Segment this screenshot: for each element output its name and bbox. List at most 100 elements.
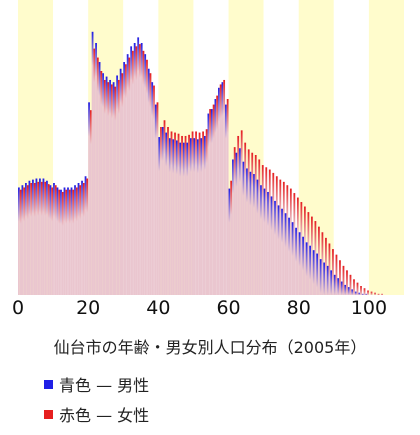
age-11 [56,187,61,295]
bar-male-67 [253,174,255,295]
age-101 [374,292,376,295]
age-20 [88,102,92,295]
legend-item-female: 赤色 — 女性 [44,402,149,426]
age-99 [365,290,369,295]
bar-male-29 [119,68,122,295]
bar-female-82 [307,212,310,295]
bar-cap-female-39 [156,102,159,137]
bar-cap-male-42 [165,132,168,167]
bar-male-77 [288,217,290,295]
age-12 [60,189,64,295]
bar-cap-male-15 [70,187,73,222]
bar-cap-female-31 [128,57,131,92]
bar-cap-female-85 [318,226,320,261]
band-90 [333,0,369,295]
age-37 [147,68,152,296]
bar-male-64 [242,161,245,295]
bar-cap-male-28 [116,75,119,110]
bar-male-50 [193,138,196,295]
bar-cap-male-66 [249,171,252,206]
bar-male-17 [77,183,80,295]
age-88 [326,243,331,295]
bar-female-71 [268,169,271,295]
age-74 [277,179,282,295]
bar-male-41 [161,127,164,295]
bar-male-11 [56,187,59,295]
band-100 [368,0,404,295]
bar-male-61 [232,159,234,295]
bar-cap-male-4 [32,179,34,214]
bar-female-24 [103,79,106,296]
x-axis-ticks: 0 20 40 60 80 100 [12,297,387,319]
bar-cap-female-22 [96,57,99,92]
bar-female-10 [54,185,57,295]
bar-female-22 [96,57,99,296]
bar-cap-female-0 [19,189,22,224]
bar-cap-male-71 [267,191,269,226]
bar-cap-male-5 [35,178,38,213]
bar-cap-female-54 [209,109,211,144]
bar-male-46 [179,142,182,295]
bar-male-60 [228,188,231,295]
bar-male-22 [95,43,97,295]
bar-cap-female-49 [191,131,194,166]
bar-cap-male-83 [309,245,312,280]
bar-cap-female-46 [181,135,183,170]
age-84 [312,221,317,295]
bar-male-24 [102,73,104,296]
age-38 [151,82,155,295]
age-16 [74,185,78,295]
age-92 [340,265,345,295]
bar-cap-male-6 [39,178,41,213]
bar-cap-male-99 [365,293,368,295]
bar-cap-female-33 [135,46,138,81]
bar-male-58 [221,82,224,295]
age-29 [119,68,124,296]
bar-cap-female-79 [296,197,299,232]
age-39 [154,102,159,295]
bar-cap-female-92 [342,265,345,295]
bar-male-72 [270,196,273,295]
bar-cap-male-92 [340,281,343,295]
bar-male-15 [70,187,73,295]
bar-female-70 [265,167,268,295]
age-46 [179,135,183,295]
bar-cap-female-58 [223,79,226,114]
bar-male-4 [32,179,34,295]
bar-cap-female-101 [374,292,376,295]
tick-label-60: 60 [216,297,240,319]
bar-male-56 [214,99,217,295]
age-36 [144,54,148,296]
bar-cap-male-27 [112,82,115,117]
bar-male-63 [239,148,241,295]
bar-cap-female-18 [82,183,85,217]
bar-cap-male-23 [98,62,101,97]
bar-male-13 [63,187,66,295]
bar-female-8 [47,184,50,295]
legend-swatch-female [44,409,53,419]
bar-cap-female-4 [33,183,36,217]
bar-cap-female-25 [107,82,110,117]
bar-cap-female-73 [275,176,278,211]
bar-female-36 [146,59,148,295]
bar-female-34 [139,44,141,296]
age-7 [42,178,47,295]
age-53 [203,129,208,295]
bar-cap-female-65 [247,149,250,184]
age-86 [319,232,324,295]
bar-cap-female-84 [314,221,317,256]
bar-male-65 [246,168,248,295]
age-25 [105,76,110,295]
bar-cap-female-9 [51,187,54,222]
age-96 [354,282,359,295]
bar-female-35 [142,50,145,296]
bar-female-16 [75,187,78,295]
bar-female-41 [163,120,166,295]
bar-male-21 [91,31,94,296]
bar-cap-male-30 [123,62,126,97]
bar-cap-male-35 [140,43,143,77]
bar-cap-male-31 [126,54,129,89]
age-103 [381,293,383,295]
age-80 [298,202,303,295]
bar-female-76 [286,185,289,295]
